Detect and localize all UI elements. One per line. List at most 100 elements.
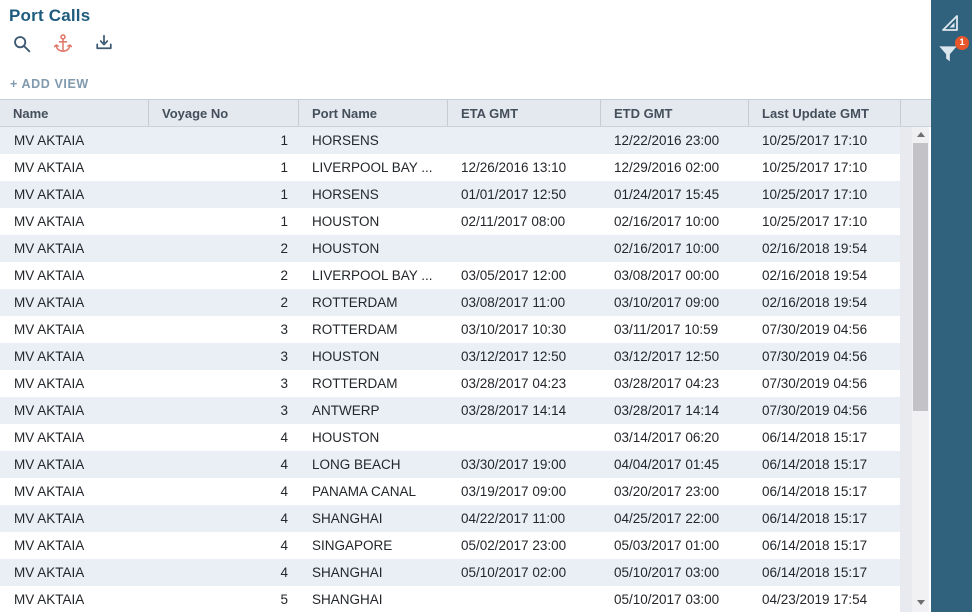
cell-last-update-gmt: 04/23/2019 17:54 [762,592,868,607]
download-button[interactable] [92,33,116,57]
cell-etd-gmt: 02/16/2017 10:00 [614,241,720,256]
cell-port-name: HOUSTON [312,214,380,229]
table-row[interactable]: MV AKTAIA 3 ANTWERP 03/28/2017 14:14 03/… [0,397,900,424]
right-sidebar: 1 [931,0,972,612]
cell-name: MV AKTAIA [14,133,85,148]
cell-etd-gmt: 03/08/2017 00:00 [614,268,720,283]
cell-last-update-gmt: 10/25/2017 17:10 [762,187,868,202]
cell-eta-gmt: 03/28/2017 04:23 [461,376,567,391]
column-header-etd-gmt[interactable]: ETD GMT [600,100,748,126]
cell-voyage-no: 2 [280,268,288,283]
column-header-voyage-no[interactable]: Voyage No [148,100,298,126]
cell-voyage-no: 3 [280,349,288,364]
scroll-up-button[interactable] [912,127,929,142]
cell-eta-gmt: 04/22/2017 11:00 [461,511,566,526]
cell-voyage-no: 3 [280,376,288,391]
cell-voyage-no: 1 [280,187,288,202]
filter-button[interactable]: 1 [935,36,969,67]
cell-voyage-no: 3 [280,322,288,337]
cell-etd-gmt: 01/24/2017 15:45 [614,187,720,202]
cell-name: MV AKTAIA [14,430,85,445]
cell-voyage-no: 4 [280,484,288,499]
scroll-up-arrow-icon [916,132,925,137]
cell-eta-gmt: 03/19/2017 09:00 [461,484,567,499]
table-row[interactable]: MV AKTAIA 4 HOUSTON 03/14/2017 06:20 06/… [0,424,900,451]
cell-last-update-gmt: 02/16/2018 19:54 [762,268,868,283]
cell-eta-gmt: 03/05/2017 12:00 [461,268,567,283]
search-button[interactable] [10,33,34,57]
cell-voyage-no: 2 [280,295,288,310]
table-row[interactable]: MV AKTAIA 3 ROTTERDAM 03/28/2017 04:23 0… [0,370,900,397]
table-row[interactable]: MV AKTAIA 4 SHANGHAI 04/22/2017 11:00 04… [0,505,900,532]
cell-last-update-gmt: 10/25/2017 17:10 [762,214,868,229]
cell-port-name: SHANGHAI [312,565,383,580]
anchor-icon [52,33,74,58]
cell-name: MV AKTAIA [14,322,85,337]
search-icon [11,33,33,58]
cell-port-name: HOUSTON [312,349,380,364]
table-row[interactable]: MV AKTAIA 1 HOUSTON 02/11/2017 08:00 02/… [0,208,900,235]
cell-etd-gmt: 04/25/2017 22:00 [614,511,720,526]
cell-eta-gmt: 05/02/2017 23:00 [461,538,567,553]
table-row[interactable]: MV AKTAIA 3 HOUSTON 03/12/2017 12:50 03/… [0,343,900,370]
add-view-button[interactable]: + ADD VIEW [10,77,89,91]
cell-eta-gmt: 12/26/2016 13:10 [461,160,567,175]
cell-voyage-no: 4 [280,457,288,472]
table-row[interactable]: MV AKTAIA 1 LIVERPOOL BAY ... 12/26/2016… [0,154,900,181]
cell-eta-gmt: 03/08/2017 11:00 [461,295,566,310]
cell-last-update-gmt: 06/14/2018 15:17 [762,457,868,472]
table-row[interactable]: MV AKTAIA 1 HORSENS 12/22/2016 23:00 10/… [0,127,900,154]
cell-etd-gmt: 03/28/2017 14:14 [614,403,720,418]
table-row[interactable]: MV AKTAIA 2 ROTTERDAM 03/08/2017 11:00 0… [0,289,900,316]
cell-etd-gmt: 03/20/2017 23:00 [614,484,720,499]
cell-last-update-gmt: 10/25/2017 17:10 [762,133,868,148]
cell-name: MV AKTAIA [14,484,85,499]
cell-etd-gmt: 04/04/2017 01:45 [614,457,720,472]
table-row[interactable]: MV AKTAIA 4 PANAMA CANAL 03/19/2017 09:0… [0,478,900,505]
table-row[interactable]: MV AKTAIA 4 SHANGHAI 05/10/2017 02:00 05… [0,559,900,586]
cell-last-update-gmt: 02/16/2018 19:54 [762,295,868,310]
column-header-name[interactable]: Name [13,105,49,121]
column-header-eta-gmt[interactable]: ETA GMT [447,100,600,126]
cell-last-update-gmt: 06/14/2018 15:17 [762,538,868,553]
scroll-down-button[interactable] [912,595,929,610]
cell-voyage-no: 4 [280,430,288,445]
cell-voyage-no: 1 [280,214,288,229]
cell-name: MV AKTAIA [14,592,85,607]
set-square-navigate-icon [938,15,962,38]
column-header-port-name[interactable]: Port Name [298,100,447,126]
cell-eta-gmt: 03/12/2017 12:50 [461,349,567,364]
table-row[interactable]: MV AKTAIA 3 ROTTERDAM 03/10/2017 10:30 0… [0,316,900,343]
cell-last-update-gmt: 07/30/2019 04:56 [762,376,868,391]
cell-port-name: SHANGHAI [312,511,383,526]
cell-port-name: HORSENS [312,187,379,202]
cell-port-name: LIVERPOOL BAY ... [312,160,433,175]
cell-name: MV AKTAIA [14,160,85,175]
cell-last-update-gmt: 07/30/2019 04:56 [762,349,868,364]
cell-port-name: ROTTERDAM [312,322,398,337]
table-row[interactable]: MV AKTAIA 2 LIVERPOOL BAY ... 03/05/2017… [0,262,900,289]
anchor-button[interactable] [51,33,75,57]
table-row[interactable]: MV AKTAIA 5 SHANGHAI 05/10/2017 03:00 04… [0,586,900,612]
cell-name: MV AKTAIA [14,295,85,310]
cell-port-name: ROTTERDAM [312,295,398,310]
cell-last-update-gmt: 06/14/2018 15:17 [762,511,868,526]
cell-voyage-no: 4 [280,538,288,553]
column-header-last-update-gmt[interactable]: Last Update GMT [748,100,900,126]
cell-name: MV AKTAIA [14,457,85,472]
cell-etd-gmt: 05/10/2017 03:00 [614,592,720,607]
navigate-button[interactable] [937,11,963,37]
cell-etd-gmt: 12/29/2016 02:00 [614,160,720,175]
table-row[interactable]: MV AKTAIA 2 HOUSTON 02/16/2017 10:00 02/… [0,235,900,262]
cell-port-name: SINGAPORE [312,538,393,553]
vertical-scrollbar[interactable] [912,127,929,612]
column-header-filler [900,100,931,126]
table-row[interactable]: MV AKTAIA 4 SINGAPORE 05/02/2017 23:00 0… [0,532,900,559]
table-row[interactable]: MV AKTAIA 4 LONG BEACH 03/30/2017 19:00 … [0,451,900,478]
table-row[interactable]: MV AKTAIA 1 HORSENS 01/01/2017 12:50 01/… [0,181,900,208]
cell-last-update-gmt: 10/25/2017 17:10 [762,160,868,175]
cell-name: MV AKTAIA [14,403,85,418]
table-body: MV AKTAIA 1 HORSENS 12/22/2016 23:00 10/… [0,127,912,612]
cell-port-name: HOUSTON [312,241,380,256]
scrollbar-thumb[interactable] [913,143,928,411]
